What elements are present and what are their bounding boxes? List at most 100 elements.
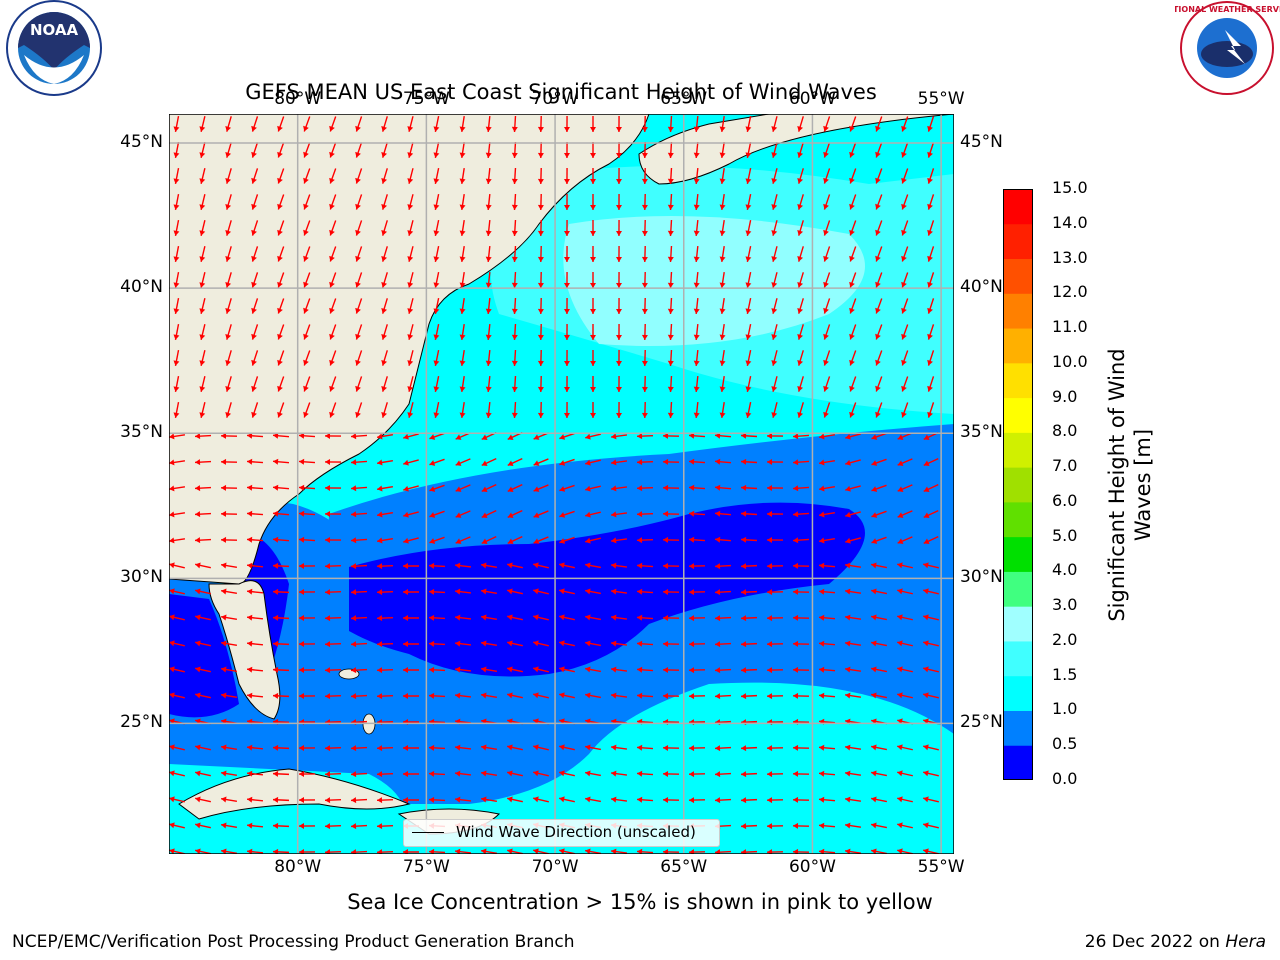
wave-direction-arrow <box>407 324 414 340</box>
wave-direction-arrow <box>845 511 861 518</box>
wave-direction-arrow <box>871 562 887 569</box>
colorbar-tick-label: 12.0 <box>1052 282 1088 302</box>
wave-direction-arrow <box>298 641 316 648</box>
lon-tick-top: 75°W <box>402 89 450 109</box>
wave-direction-arrow <box>818 433 836 440</box>
wave-direction-arrow <box>823 246 831 262</box>
wave-direction-arrow <box>615 349 622 367</box>
wave-direction-arrow <box>563 323 570 341</box>
colorbar-segment <box>1003 501 1033 538</box>
wave-direction-arrow <box>376 589 394 596</box>
wave-direction-arrow <box>667 167 674 185</box>
wave-direction-arrow <box>923 483 939 493</box>
wave-direction-arrow <box>897 484 913 492</box>
wave-direction-arrow <box>173 220 180 236</box>
wave-direction-arrow <box>251 402 259 418</box>
wave-direction-arrow <box>533 510 549 518</box>
wave-direction-arrow <box>303 376 311 392</box>
wave-direction-arrow <box>251 246 259 262</box>
wave-direction-arrow <box>667 245 674 263</box>
wave-direction-arrow <box>792 537 810 544</box>
wave-direction-arrow <box>251 142 259 158</box>
wave-direction-arrow <box>559 458 575 466</box>
wave-direction-arrow <box>714 745 732 752</box>
wave-direction-arrow <box>433 376 440 392</box>
colorbar-segment <box>1003 710 1033 746</box>
wave-direction-arrow <box>251 298 259 314</box>
wave-direction-arrow <box>610 562 628 569</box>
wave-direction-arrow <box>766 563 784 570</box>
wave-direction-arrow <box>636 744 654 751</box>
wave-direction-arrow <box>195 614 211 621</box>
wave-direction-arrow <box>459 323 466 341</box>
colorbar-frame <box>1003 189 1033 780</box>
noaa-logo: NOAA <box>6 0 102 96</box>
wave-direction-arrow <box>585 692 601 699</box>
wave-direction-arrow <box>559 484 575 492</box>
wave-direction-arrow <box>740 693 758 700</box>
wave-direction-arrow <box>693 271 700 289</box>
wave-direction-arrow <box>225 220 232 236</box>
wave-direction-arrow <box>428 770 446 777</box>
wave-direction-arrow <box>871 614 887 621</box>
wave-direction-arrow <box>818 485 836 492</box>
wave-direction-arrow <box>901 402 909 418</box>
footer-date: 26 Dec 2022 on Hera <box>1085 932 1266 952</box>
wave-direction-arrow <box>563 271 570 289</box>
wave-direction-arrow <box>745 298 752 314</box>
wave-direction-arrow <box>169 640 185 647</box>
wave-direction-arrow <box>246 432 264 439</box>
wave-direction-arrow <box>199 220 206 236</box>
wave-direction-arrow <box>844 796 862 803</box>
wave-direction-arrow <box>714 615 732 622</box>
wave-direction-arrow <box>871 848 887 854</box>
wave-direction-arrow <box>849 350 857 366</box>
wave-direction-arrow <box>849 168 857 184</box>
wave-direction-arrow <box>324 458 342 465</box>
colorbar-segment <box>1003 675 1033 711</box>
wave-direction-arrow <box>797 142 804 158</box>
wave-direction-arrow <box>719 167 726 185</box>
wave-direction-arrow <box>533 536 549 544</box>
wave-direction-arrow <box>792 848 810 854</box>
wave-direction-arrow <box>719 271 726 289</box>
colorbar-segment <box>1003 571 1033 607</box>
wave-direction-arrow <box>376 745 394 752</box>
wave-direction-arrow <box>533 796 549 803</box>
wave-direction-arrow <box>251 350 259 366</box>
wave-direction-arrow <box>350 797 368 804</box>
wave-direction-arrow <box>480 588 498 595</box>
wave-direction-arrow <box>169 822 185 829</box>
wave-direction-arrow <box>272 432 290 439</box>
wave-direction-arrow <box>303 272 311 288</box>
wave-direction-arrow <box>792 614 810 621</box>
wave-direction-arrow <box>923 535 939 545</box>
wave-direction-arrow <box>844 666 862 673</box>
wave-direction-arrow <box>590 376 596 392</box>
wave-direction-arrow <box>272 510 290 517</box>
wave-direction-arrow <box>766 510 784 517</box>
wave-direction-arrow <box>615 401 622 419</box>
wave-direction-arrow <box>169 485 186 492</box>
wave-direction-arrow <box>350 849 368 854</box>
wave-direction-arrow <box>169 744 185 751</box>
wave-direction-arrow <box>667 271 674 289</box>
wave-direction-arrow <box>195 744 211 751</box>
wave-direction-arrow <box>376 537 394 544</box>
wave-direction-arrow <box>246 744 264 751</box>
wave-direction-arrow <box>719 349 726 367</box>
wave-direction-arrow <box>195 796 211 803</box>
wave-direction-arrow <box>459 245 466 263</box>
wave-direction-arrow <box>590 272 596 288</box>
wave-direction-arrow <box>641 375 648 393</box>
wave-direction-arrow <box>844 692 862 699</box>
colorbar-segment <box>1003 536 1033 572</box>
lon-tick-bottom: 65°W <box>660 857 708 877</box>
wave-direction-arrow <box>849 220 857 236</box>
wave-direction-arrow <box>875 168 883 184</box>
wave-direction-arrow <box>693 193 700 211</box>
wave-direction-arrow <box>823 376 831 392</box>
wave-direction-arrow <box>688 510 706 517</box>
wave-direction-arrow <box>402 589 420 596</box>
wave-direction-arrow <box>875 220 883 236</box>
